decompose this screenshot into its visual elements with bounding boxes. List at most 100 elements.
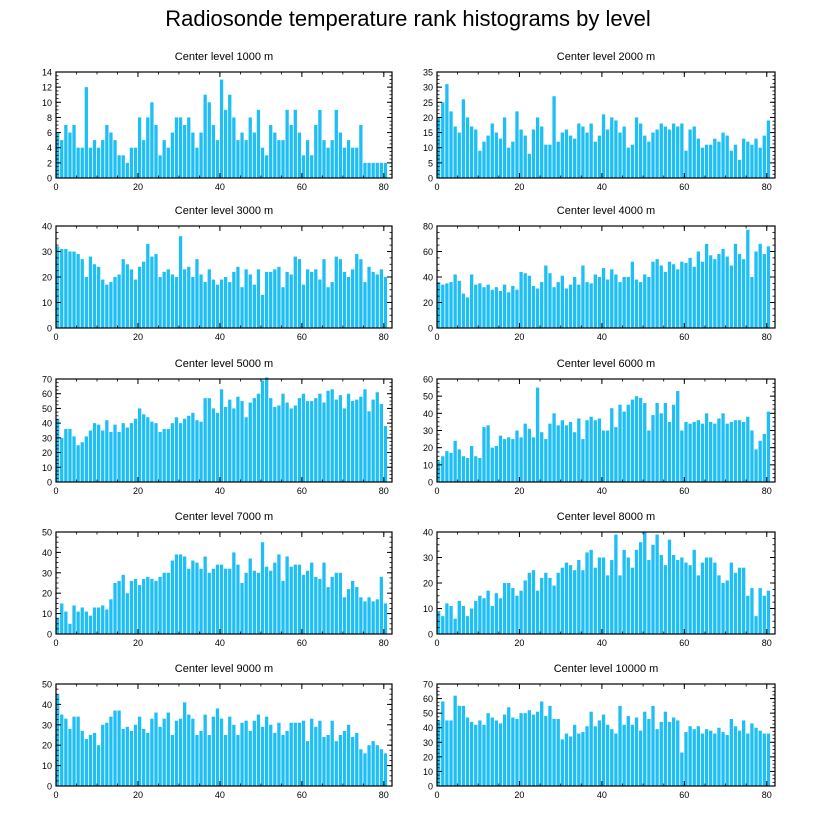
histogram-bar: [342, 597, 347, 634]
histogram-bar: [158, 576, 162, 634]
histogram-panel: Center level 5000 m 0 10 20 30 40 50 60 70 0 20 40 6…: [42, 358, 393, 496]
histogram-bar: [240, 722, 244, 786]
histogram-bar: [379, 749, 384, 786]
x-tick-label: 0: [53, 486, 58, 496]
histogram-bar: [121, 423, 125, 482]
histogram-bar: [146, 243, 150, 328]
histogram-bar: [84, 739, 88, 786]
histogram-bar: [680, 261, 684, 328]
histogram-bar: [338, 395, 343, 482]
histogram-bar: [531, 437, 536, 482]
histogram-bar: [105, 125, 109, 178]
y-tick-label: 30: [423, 83, 433, 93]
y-tick-label: 30: [42, 720, 52, 730]
histogram-bar: [511, 141, 515, 178]
histogram-bar: [125, 726, 129, 786]
histogram-bar: [663, 565, 668, 634]
histogram-bar: [224, 109, 228, 178]
histogram-bar: [310, 271, 314, 328]
histogram-bar: [326, 147, 330, 178]
y-tick-label: 0: [428, 174, 433, 184]
histogram-bar: [614, 120, 618, 178]
histogram-bar: [359, 597, 363, 634]
histogram-bar: [461, 293, 466, 328]
y-tick-label: 40: [423, 723, 433, 733]
histogram-bar: [614, 274, 618, 328]
histogram-bar: [733, 144, 738, 178]
histogram-bar: [219, 279, 224, 328]
histogram-bar: [680, 752, 684, 786]
x-tick-label: 80: [379, 332, 389, 342]
histogram-bar: [383, 426, 388, 482]
histogram-bar: [445, 720, 449, 786]
histogram-bar: [704, 144, 709, 178]
histogram-bar: [207, 269, 211, 328]
histogram-bar: [244, 572, 248, 634]
histogram-bar: [676, 126, 680, 178]
histogram-bar: [626, 557, 630, 634]
histogram-bar: [742, 138, 746, 178]
histogram-bar: [564, 129, 569, 178]
histogram-bar: [511, 439, 515, 482]
histogram-bar: [195, 735, 199, 786]
histogram-bar: [535, 288, 540, 328]
histogram-bar: [351, 269, 355, 328]
y-tick-label: 10: [42, 463, 52, 473]
histogram-bar: [758, 440, 762, 482]
histogram-bar: [183, 125, 187, 178]
histogram-bar: [692, 266, 696, 328]
histogram-bar: [461, 605, 466, 634]
histogram-bar: [704, 243, 709, 328]
y-tick-label: 40: [423, 528, 433, 538]
y-tick-label: 40: [42, 419, 52, 429]
histogram-bar: [589, 549, 593, 634]
histogram-bar: [113, 140, 117, 178]
histogram-bar: [330, 576, 334, 634]
histogram-bar: [709, 730, 713, 786]
histogram-bar: [64, 429, 68, 482]
histogram-bar: [248, 730, 252, 786]
histogram-bar: [634, 396, 639, 482]
x-tick-label: 80: [379, 486, 389, 496]
histogram-bar: [207, 735, 211, 786]
y-tick-label: 40: [42, 548, 52, 558]
histogram-bar: [556, 425, 560, 482]
histogram-bar: [219, 389, 224, 482]
histogram-bar: [281, 580, 285, 634]
x-tick-label: 80: [762, 790, 772, 800]
histogram-bar: [667, 129, 672, 178]
histogram-bar: [523, 713, 527, 786]
histogram-bar: [248, 402, 252, 482]
histogram-bar: [170, 735, 175, 786]
histogram-bar: [301, 393, 306, 482]
histogram-bar: [486, 135, 490, 178]
histogram-bar: [355, 399, 359, 482]
histogram-bar: [363, 162, 367, 178]
histogram-bar: [219, 564, 224, 634]
histogram-bar: [647, 141, 651, 178]
histogram-bar: [273, 562, 277, 634]
histogram-bar: [573, 277, 577, 328]
histogram-bar: [441, 616, 445, 634]
histogram-bar: [264, 377, 269, 482]
histogram-bar: [445, 84, 449, 178]
x-tick-label: 20: [133, 790, 143, 800]
histogram-bar: [60, 437, 64, 482]
histogram-bar: [293, 564, 297, 634]
histogram-bar: [117, 155, 121, 178]
histogram-bar: [733, 243, 738, 328]
histogram-bar: [293, 256, 297, 328]
histogram-bar: [240, 287, 244, 328]
histogram-bar: [289, 274, 293, 328]
y-tick-label: 20: [42, 589, 52, 599]
histogram-panel: Center level 8000 m 0 10 20 30 40 0 20 40 60 80: [423, 511, 776, 648]
histogram-bar: [178, 117, 183, 178]
histogram-bar: [659, 721, 663, 786]
histogram-bar: [203, 398, 207, 482]
histogram-bar: [680, 430, 684, 482]
histogram-bar: [449, 111, 453, 178]
histogram-bar: [540, 282, 544, 328]
y-tick-label: 50: [42, 404, 52, 414]
histogram-bar: [523, 273, 527, 328]
histogram-bar: [684, 562, 688, 634]
